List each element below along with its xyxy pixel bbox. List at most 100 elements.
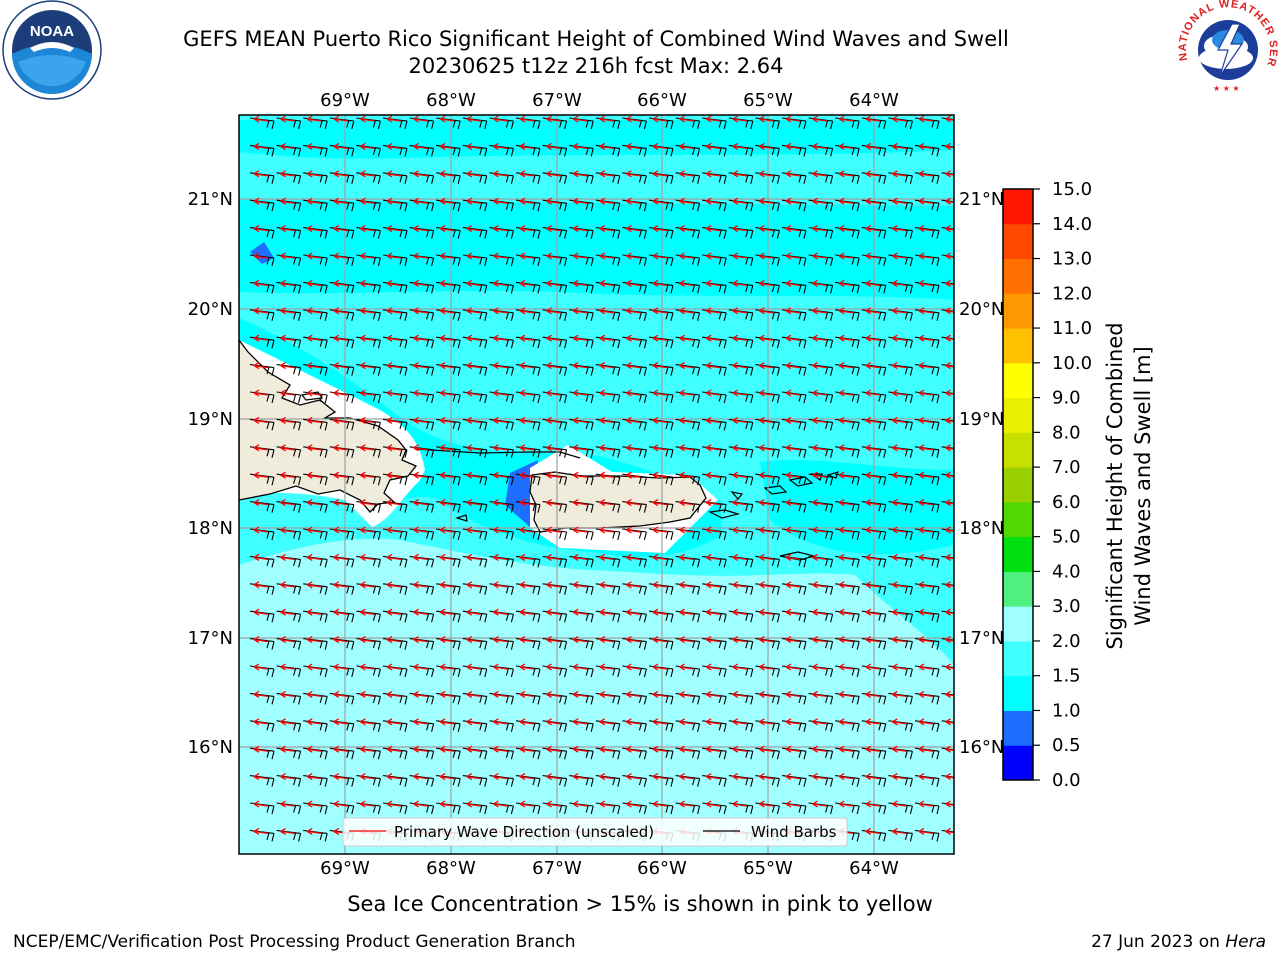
wave-direction-arrow — [945, 471, 954, 479]
wave-direction-arrow — [892, 608, 907, 616]
wave-direction-arrow — [280, 279, 295, 287]
chart-title: GEFS MEAN Puerto Rico Significant Height… — [183, 27, 1009, 51]
lat-label-left: 19°N — [188, 409, 233, 430]
wave-direction-arrow — [493, 416, 508, 424]
wave-direction-arrow — [413, 745, 428, 753]
wave-direction-arrow — [413, 800, 428, 808]
wave-direction-arrow — [493, 608, 508, 616]
wave-direction-arrow — [386, 334, 402, 342]
wave-direction-arrow — [493, 444, 508, 452]
wave-direction-arrow — [306, 334, 322, 342]
wave-direction-arrow — [599, 279, 614, 287]
colorbar-tick-label: 5.0 — [1052, 527, 1081, 548]
lat-label-left: 20°N — [188, 299, 233, 320]
wave-direction-arrow — [865, 663, 880, 671]
wave-direction-arrow — [253, 745, 269, 753]
wave-direction-arrow — [599, 389, 614, 397]
wave-direction-arrow — [466, 334, 481, 342]
wave-direction-arrow — [785, 526, 801, 534]
wave-direction-arrow — [945, 225, 954, 233]
wave-direction-arrow — [413, 115, 428, 123]
wave-direction-arrow — [546, 362, 561, 370]
wave-direction-arrow — [945, 553, 954, 561]
wave-direction-arrow — [732, 608, 747, 616]
wave-direction-arrow — [439, 197, 455, 205]
wave-direction-arrow — [918, 745, 934, 753]
colorbar-tick-label: 10.0 — [1052, 353, 1092, 374]
wave-direction-arrow — [599, 553, 614, 561]
wave-direction-arrow — [572, 142, 588, 150]
wave-direction-arrow — [865, 827, 880, 835]
wave-direction-arrow — [705, 553, 721, 561]
colorbar-segment — [1003, 362, 1033, 399]
colorbar: 0.0 0.5 1.0 1.5 2.0 3.0 4.0 5.0 6.0 7.0 8.0 9.0 10.0… — [1003, 179, 1092, 791]
map-frame — [238, 114, 955, 855]
wave-direction-arrow — [572, 608, 588, 616]
wave-direction-arrow — [599, 608, 614, 616]
wave-direction-arrow — [493, 362, 508, 370]
wave-direction-arrow — [466, 499, 481, 507]
wave-direction-arrow — [572, 279, 588, 287]
wave-direction-arrow — [253, 608, 269, 616]
wave-direction-arrow — [466, 718, 481, 726]
wave-direction-arrow — [732, 362, 747, 370]
wave-direction-arrow — [386, 170, 402, 178]
wave-direction-arrow — [360, 499, 375, 507]
wave-direction-arrow — [546, 526, 561, 534]
wave-direction-arrow — [306, 553, 322, 561]
wave-direction-arrow — [918, 115, 934, 123]
wave-direction-arrow — [865, 225, 880, 233]
wave-direction-arrow — [732, 773, 747, 781]
wave-direction-arrow — [865, 690, 880, 698]
wave-direction-arrow — [838, 499, 854, 507]
wave-direction-arrow — [732, 307, 747, 315]
wave-direction-arrow — [572, 773, 588, 781]
wave-direction-arrow — [360, 526, 375, 534]
wave-direction-arrow — [493, 499, 508, 507]
wave-direction-arrow — [493, 389, 508, 397]
wave-direction-arrow — [652, 115, 668, 123]
lon-label-top: 67°W — [532, 90, 582, 111]
wave-direction-arrow — [838, 636, 854, 644]
wave-direction-arrow — [652, 773, 668, 781]
wave-direction-arrow — [652, 608, 668, 616]
wave-direction-arrow — [679, 553, 694, 561]
wave-direction-arrow — [253, 115, 269, 123]
wave-direction-arrow — [519, 197, 535, 205]
footer-branch: NCEP/EMC/Verification Post Processing Pr… — [13, 932, 576, 952]
wave-direction-arrow — [865, 334, 880, 342]
wave-direction-arrow — [572, 499, 588, 507]
wave-direction-arrow — [732, 471, 747, 479]
wave-direction-arrow — [413, 663, 428, 671]
colorbar-segment — [1003, 467, 1033, 503]
wave-direction-arrow — [360, 197, 375, 205]
lat-label-left: 16°N — [188, 737, 233, 758]
wave-direction-arrow — [413, 389, 428, 397]
wave-height-field-1-1.5m-mid — [239, 200, 954, 300]
wave-direction-arrow — [705, 444, 721, 452]
wave-direction-arrow — [785, 444, 801, 452]
wave-direction-arrow — [306, 773, 322, 781]
colorbar-tick-label: 4.0 — [1052, 561, 1081, 582]
wave-direction-arrow — [918, 499, 934, 507]
wave-direction-arrow — [333, 170, 348, 178]
wave-direction-arrow — [333, 690, 348, 698]
wave-direction-arrow — [572, 745, 588, 753]
wave-direction-arrow — [812, 115, 827, 123]
wave-direction-arrow — [892, 636, 907, 644]
wave-direction-arrow — [599, 636, 614, 644]
wave-direction-arrow — [812, 553, 827, 561]
wave-direction-arrow — [599, 225, 614, 233]
wave-direction-arrow — [360, 279, 375, 287]
wave-direction-arrow — [386, 279, 402, 287]
wave-direction-arrow — [732, 636, 747, 644]
wave-direction-arrow — [865, 499, 880, 507]
wave-direction-arrow — [865, 800, 880, 808]
wave-direction-arrow — [599, 362, 614, 370]
wave-direction-arrow — [466, 663, 481, 671]
wave-direction-arrow — [652, 142, 668, 150]
wave-direction-arrow — [865, 170, 880, 178]
wave-direction-arrow — [759, 499, 774, 507]
wave-direction-arrow — [386, 389, 402, 397]
wave-direction-arrow — [679, 197, 694, 205]
